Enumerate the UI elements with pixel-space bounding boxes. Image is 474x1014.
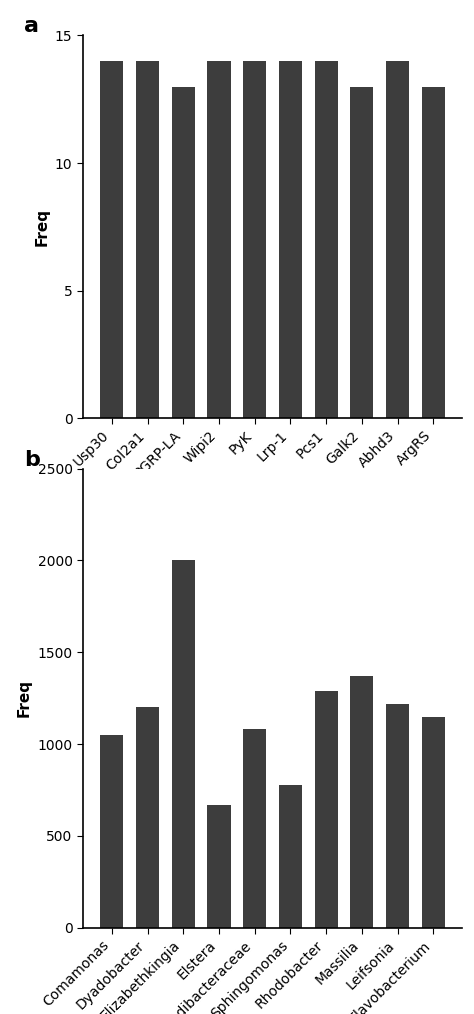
Bar xyxy=(136,61,159,418)
Bar xyxy=(350,676,374,928)
Bar xyxy=(350,86,374,418)
Bar xyxy=(100,735,123,928)
Bar xyxy=(386,61,409,418)
Bar xyxy=(386,704,409,928)
Bar xyxy=(172,561,195,928)
Text: b: b xyxy=(24,450,40,470)
Bar xyxy=(136,708,159,928)
Bar xyxy=(243,729,266,928)
Bar xyxy=(315,61,338,418)
Bar xyxy=(422,717,445,928)
Bar xyxy=(315,691,338,928)
Bar xyxy=(243,61,266,418)
Bar xyxy=(172,86,195,418)
Bar xyxy=(100,61,123,418)
Bar xyxy=(279,61,302,418)
Bar xyxy=(422,86,445,418)
X-axis label: Gene-name: Gene-name xyxy=(219,494,326,512)
Bar xyxy=(207,61,230,418)
Text: a: a xyxy=(24,16,39,37)
Y-axis label: Freq: Freq xyxy=(17,679,32,717)
Bar xyxy=(207,805,230,928)
Bar xyxy=(279,785,302,928)
Y-axis label: Freq: Freq xyxy=(34,208,49,245)
